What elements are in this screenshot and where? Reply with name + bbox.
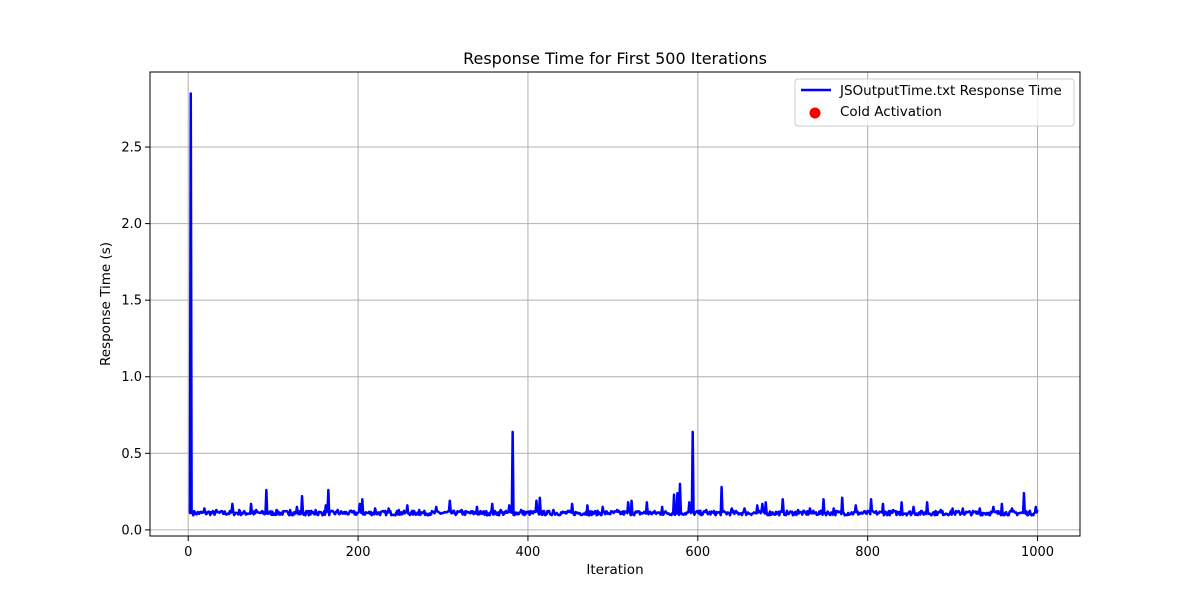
y-tick-label: 1.5 — [121, 294, 142, 309]
x-tick-label: 1000 — [1021, 545, 1054, 560]
tick-layer: 0 200 400 600 800 1000 0.0 0.5 1.0 1.5 2.0 2.5 — [121, 141, 1054, 560]
response-time-line — [188, 92, 1039, 517]
y-axis-title: Response Time (s) — [98, 242, 114, 366]
x-axis-title: Iteration — [586, 562, 643, 578]
x-tick-label: 800 — [855, 545, 880, 560]
y-tick-label: 0.0 — [121, 523, 142, 538]
chart-title: Response Time for First 500 Iterations — [463, 49, 767, 68]
x-tick-label: 400 — [516, 545, 541, 560]
legend-label-response-time: JSOutputTime.txt Response Time — [839, 83, 1062, 99]
y-tick-label: 2.0 — [121, 217, 142, 232]
y-tick-label: 1.0 — [121, 370, 142, 385]
legend: JSOutputTime.txt Response Time Cold Acti… — [794, 78, 1075, 127]
legend-box — [794, 78, 1075, 127]
grid-layer — [150, 72, 1080, 536]
x-tick-label: 600 — [685, 545, 710, 560]
legend-marker-swatch — [809, 107, 821, 119]
y-tick-label: 0.5 — [121, 447, 142, 462]
x-tick-label: 0 — [184, 545, 192, 560]
plot-area — [188, 92, 1039, 517]
x-tick-label: 200 — [346, 545, 371, 560]
y-tick-label: 2.5 — [121, 141, 142, 156]
axes-frame — [149, 71, 1081, 537]
legend-label-cold-activation: Cold Activation — [840, 104, 942, 120]
